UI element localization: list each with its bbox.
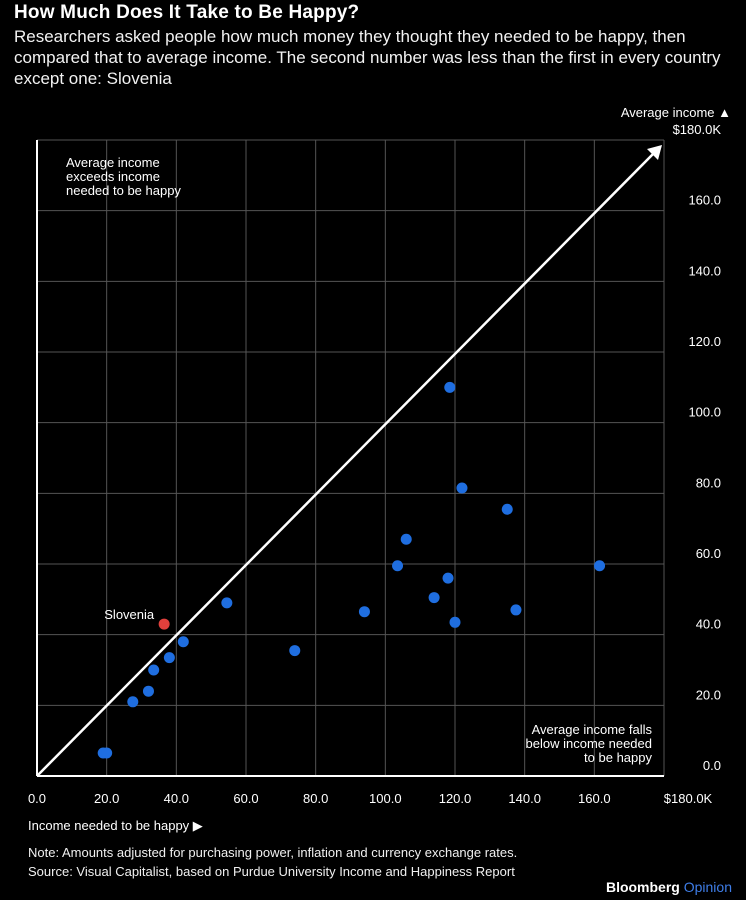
y-tick-label: 140.0 [688,263,721,278]
x-tick-label: 0.0 [28,791,46,806]
data-point [428,592,440,604]
data-point [594,560,606,572]
data-point [392,560,404,572]
x-tick-label: 120.0 [439,791,472,806]
arrow-head [647,145,662,160]
x-tick-label: 40.0 [164,791,189,806]
data-point [449,616,461,628]
y-axis-label: Average income ▲ [621,105,731,120]
data-point [101,747,113,759]
highlight-label: Slovenia [104,607,155,622]
highlight-point [158,618,170,630]
annotation-upper-left: Average income [66,155,160,170]
x-tick-label: 100.0 [369,791,402,806]
equality-arrow [36,145,662,777]
data-point [510,604,522,616]
data-point [142,685,154,697]
data-point [400,533,412,545]
chart-subtitle: Researchers asked people how much money … [14,27,721,88]
brand-suffix: Opinion [683,879,732,895]
y-tick-label: 0.0 [703,758,721,773]
brand-name: Bloomberg [605,879,680,895]
tick-labels: 0.0 20.0 40.0 60.0 80.0 100.0 120.0 140.0 160.0 $… [28,105,731,833]
data-point [127,696,139,708]
annotation-upper-left: exceeds income [66,169,160,184]
x-tick-label: 20.0 [94,791,119,806]
x-axis-label: Income needed to be happy ▶ [28,818,203,833]
data-point [442,572,454,584]
data-point [289,645,301,657]
y-tick-label: 20.0 [696,687,721,702]
annotation-lower-right: to be happy [584,750,652,765]
data-points [97,381,606,759]
x-tick-label: $180.0K [664,791,713,806]
footnote: Note: Amounts adjusted for purchasing po… [28,845,518,860]
y-tick-label: 100.0 [688,405,721,420]
data-point [221,597,233,609]
y-tick-label: 160.0 [688,193,721,208]
annotation-lower-right: Average income falls [532,722,653,737]
y-tick-label: 60.0 [696,546,721,561]
data-point [501,503,513,515]
y-tick-label: 40.0 [696,617,721,632]
x-tick-label: 160.0 [578,791,611,806]
data-point [177,636,189,648]
annotation-upper-left: needed to be happy [66,183,181,198]
data-point [148,664,160,676]
data-point [456,482,468,494]
brand-logo: Bloomberg Opinion [606,879,732,895]
x-tick-label: 80.0 [303,791,328,806]
grid-lines [37,139,665,776]
annotation-lower-right: below income needed [526,736,652,751]
x-tick-label: 140.0 [508,791,541,806]
data-point [163,652,175,664]
axes [36,140,664,777]
data-point [358,606,370,618]
equality-line [36,152,655,777]
x-tick-label: 60.0 [233,791,258,806]
data-point [444,381,456,393]
y-tick-label: 120.0 [688,334,721,349]
y-tick-label: 80.0 [696,475,721,490]
chart-title: How Much Does It Take to Be Happy? [14,2,360,23]
source-note: Source: Visual Capitalist, based on Purd… [28,864,515,879]
y-tick-label: $180.0K [673,122,722,137]
